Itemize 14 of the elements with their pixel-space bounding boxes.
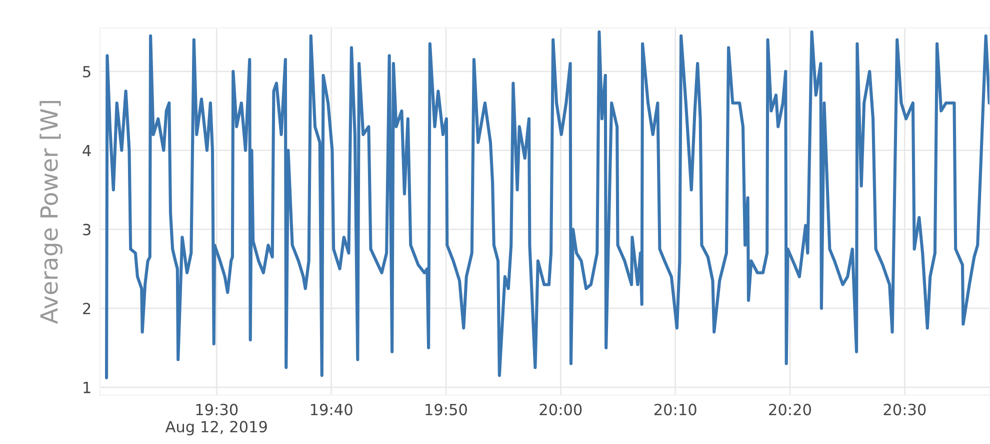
x-tick-label: 19:40 [310, 404, 352, 416]
x-tick-label: 19:50 [426, 404, 467, 416]
x-tick-label: 20:10 [654, 404, 696, 416]
y-tick-label: 2 [83, 302, 90, 314]
x-tick-label: 20:30 [884, 404, 926, 416]
y-tick-label: 4 [82, 145, 91, 156]
x-tick-label: 19:30 Aug 12, 2019 [165, 404, 267, 436]
y-axis-title: Average Power [W] [40, 101, 62, 324]
x-tick-label: 20:20 [769, 404, 811, 416]
x-tick-label: 20:00 [540, 404, 582, 416]
y-tick-label: 3 [83, 224, 90, 236]
y-tick-label: 1 [84, 382, 90, 394]
y-tick-label: 5 [83, 66, 90, 78]
line-series [104, 30, 990, 380]
